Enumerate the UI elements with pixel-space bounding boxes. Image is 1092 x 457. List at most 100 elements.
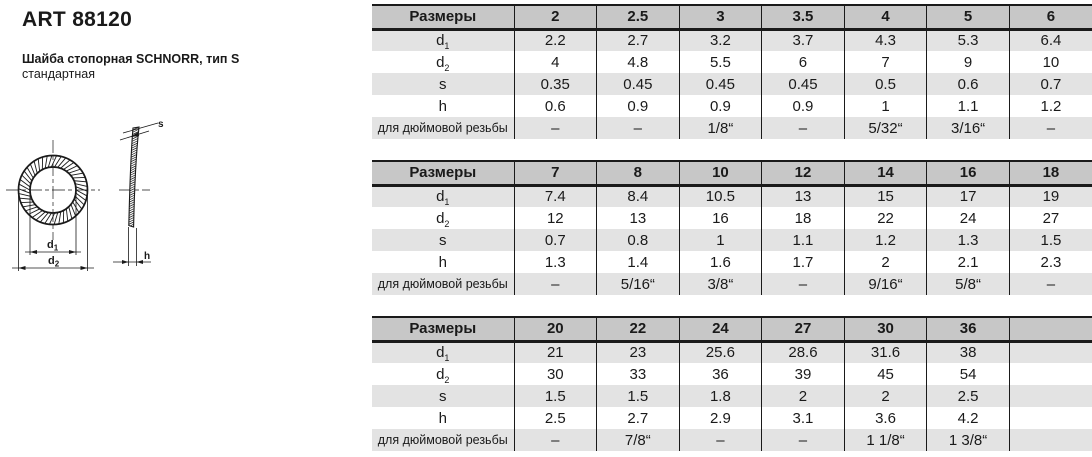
value-cell: 2.2 [513,29,597,51]
row-label-subscript: 1 [444,197,450,207]
value-cell: 12 [513,207,597,229]
value-cell: 1.2 [843,229,927,251]
value-cell: 0.45 [761,73,845,95]
value-cell: 5/32“ [843,117,927,139]
d2-label: d2 [48,255,60,269]
value-cell: 7 [843,51,927,73]
value-cell: – [513,117,597,139]
value-cell: 27 [1008,207,1092,229]
size-header-cell: 24 [678,316,762,343]
row-label-subscript: 2 [444,62,450,73]
table-row: для дюймовой резьбы –5/16“ 3/8“ –9/16“ 5/8“ – [372,273,1092,295]
table-row: d1 21 23 25.6 28.6 31.6 38 [372,341,1092,363]
value-cell: 0.35 [513,73,597,95]
value-cell [1008,341,1092,363]
row-label-cell: для дюймовой резьбы [372,429,514,451]
value-cell: 9 [926,51,1010,73]
value-cell: 28.6 [761,341,845,363]
table-header-row: Размеры 7 8 10 12 14 16 18 [372,160,1092,187]
value-cell: 5.3 [926,29,1010,51]
value-cell: 6 [761,51,845,73]
table-row: d2 30 33 36 39 45 54 [372,363,1092,385]
value-cell: 1 [843,95,927,117]
value-cell: 33 [596,363,680,385]
value-cell: 0.6 [926,73,1010,95]
value-cell: 24 [926,207,1010,229]
value-cell: – [513,273,597,295]
row-label-subscript: 1 [444,41,450,51]
value-cell: 1.7 [761,251,845,273]
size-table-m20-m36: Размеры 20 22 24 27 30 36 d1 21 23 25.6 28.6 31.6 38 d… [372,316,1092,451]
size-header-cell: 3 [678,4,762,31]
value-cell: 8.4 [596,185,680,207]
serration-teeth [18,155,88,225]
value-cell: 1.1 [761,229,845,251]
value-cell: 36 [678,363,762,385]
value-cell: – [1008,273,1092,295]
value-cell: 7.4 [513,185,597,207]
value-cell: 10.5 [678,185,762,207]
row-label-cell: d2 [372,363,514,385]
value-cell [1008,429,1092,451]
value-cell: 6.4 [1008,29,1092,51]
size-table-m7-m18: Размеры 7 8 10 12 14 16 18 d1 7.4 8.4 10.5 13 15 17 19 d… [372,160,1092,295]
value-cell: 25.6 [678,341,762,363]
value-cell: 45 [843,363,927,385]
row-label-cell: h [372,95,514,117]
value-cell: 18 [761,207,845,229]
sizes-header-label: Размеры [372,316,514,343]
value-cell: 1.5 [513,385,597,407]
size-header-cell: 16 [926,160,1010,187]
value-cell: 0.9 [678,95,762,117]
value-cell: 19 [1008,185,1092,207]
value-cell: 0.45 [596,73,680,95]
product-description: Шайба стопорная SCHNORR, тип S стандартн… [22,52,239,82]
value-cell: 2.1 [926,251,1010,273]
value-cell: – [596,117,680,139]
row-label-cell: для дюймовой резьбы [372,117,514,139]
row-label-cell: s [372,229,514,251]
value-cell: 0.9 [761,95,845,117]
value-cell: 9/16“ [843,273,927,295]
table-row: s 1.5 1.5 1.8 2 2 2.5 [372,385,1092,407]
value-cell: 2.7 [596,29,680,51]
product-name: Шайба стопорная SCHNORR, тип S [22,52,240,66]
value-cell: 38 [926,341,1010,363]
row-label-cell: d1 [372,185,514,207]
value-cell: – [761,273,845,295]
s-label: s [158,119,164,130]
value-cell: 4.2 [926,407,1010,429]
value-cell: 2.5 [513,407,597,429]
row-label-cell: s [372,73,514,95]
value-cell: 10 [1008,51,1092,73]
value-cell: 4.3 [843,29,927,51]
value-cell: 1 1/8“ [843,429,927,451]
value-cell: 3.2 [678,29,762,51]
size-header-cell: 2 [513,4,597,31]
value-cell: 0.6 [513,95,597,117]
value-cell: 54 [926,363,1010,385]
size-header-cell: 7 [513,160,597,187]
value-cell [1008,407,1092,429]
table-header-row: Размеры 20 22 24 27 30 36 [372,316,1092,343]
value-cell: 2.9 [678,407,762,429]
table-row: s 0.7 0.8 1 1.1 1.2 1.3 1.5 [372,229,1092,251]
size-header-cell: 4 [843,4,927,31]
s-dimension [119,122,159,141]
value-cell: 1.4 [596,251,680,273]
table-row: для дюймовой резьбы – –1/8“ –5/32“ 3/16“ – [372,117,1092,139]
value-cell: 1.6 [678,251,762,273]
value-cell: – [761,117,845,139]
value-cell: 13 [761,185,845,207]
size-header-cell: 22 [596,316,680,343]
value-cell: 5.5 [678,51,762,73]
table-row: d1 2.2 2.7 3.2 3.7 4.3 5.3 6.4 [372,29,1092,51]
row-label-cell: d2 [372,207,514,229]
value-cell: 2 [843,251,927,273]
row-label-cell: для дюймовой резьбы [372,273,514,295]
value-cell: 39 [761,363,845,385]
value-cell: 1.5 [596,385,680,407]
value-cell: 0.9 [596,95,680,117]
h-dimension [113,227,151,266]
